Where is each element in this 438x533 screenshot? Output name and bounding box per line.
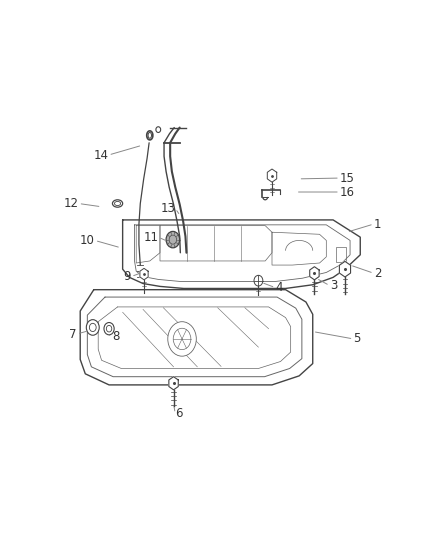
Text: 9: 9 (124, 270, 131, 283)
Text: 2: 2 (374, 267, 381, 280)
Text: 12: 12 (64, 197, 78, 210)
Circle shape (166, 231, 180, 248)
Text: 10: 10 (80, 234, 95, 247)
Text: 6: 6 (175, 407, 183, 420)
Polygon shape (310, 266, 319, 280)
Circle shape (254, 276, 263, 286)
Text: 11: 11 (143, 231, 158, 244)
Text: 1: 1 (374, 217, 381, 230)
Text: 5: 5 (353, 333, 361, 345)
Ellipse shape (113, 200, 123, 207)
Circle shape (168, 322, 196, 356)
Polygon shape (267, 169, 277, 182)
Text: 4: 4 (276, 281, 283, 294)
Circle shape (104, 322, 114, 335)
Text: 15: 15 (340, 172, 355, 184)
Text: 16: 16 (340, 185, 355, 198)
Text: 7: 7 (69, 327, 77, 341)
Polygon shape (140, 268, 148, 280)
Polygon shape (339, 261, 350, 277)
Circle shape (86, 320, 99, 335)
Circle shape (156, 127, 161, 133)
Polygon shape (169, 377, 178, 390)
Text: 3: 3 (330, 279, 337, 292)
Text: 14: 14 (93, 149, 108, 161)
Text: 13: 13 (160, 202, 175, 215)
Text: 8: 8 (112, 330, 119, 343)
